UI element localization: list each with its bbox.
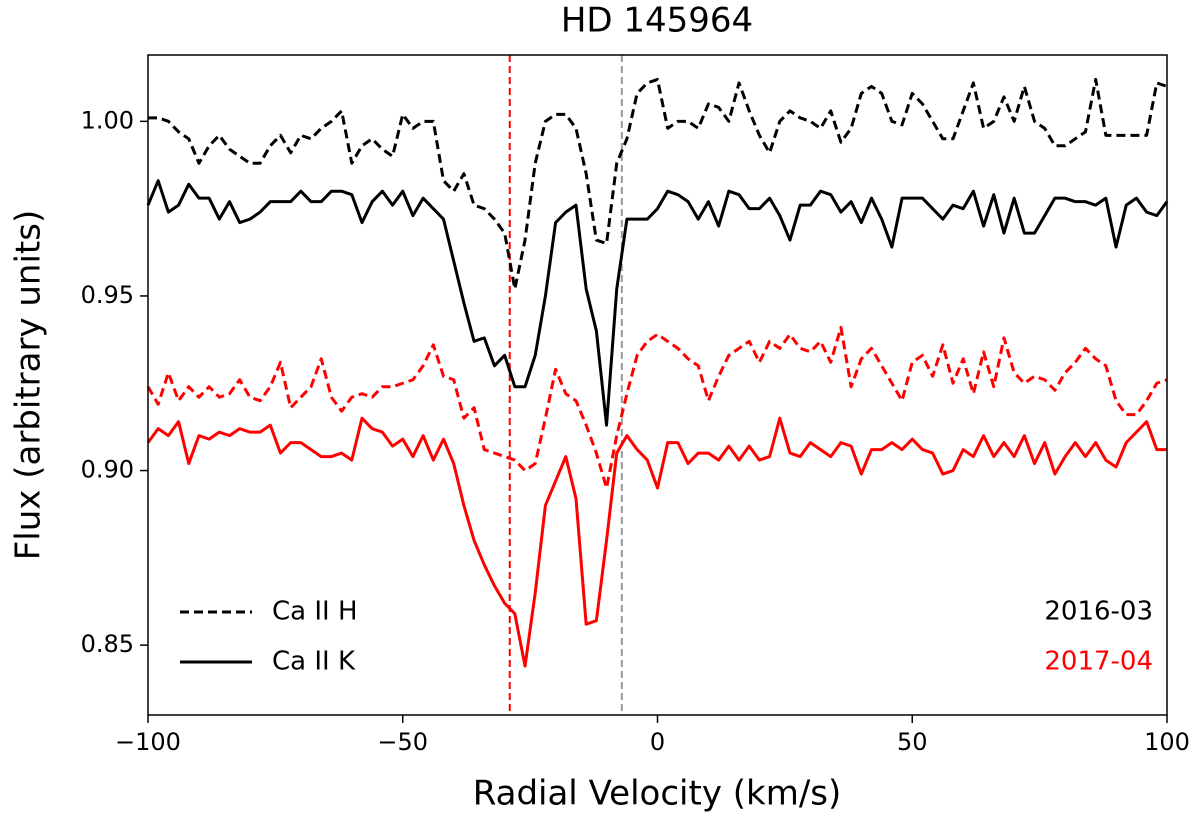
x-tick-label: −50 xyxy=(377,728,428,756)
x-tick-label: 100 xyxy=(1144,728,1190,756)
data-line xyxy=(146,325,1168,490)
y-tick-label: 0.95 xyxy=(81,281,134,309)
y-tick-label: 0.90 xyxy=(81,456,134,484)
legend-label: Ca II K xyxy=(272,647,356,677)
x-tick-label: −100 xyxy=(115,728,181,756)
chart-title: HD 145964 xyxy=(561,1,753,41)
y-tick-label: 1.00 xyxy=(81,106,134,134)
data-line xyxy=(146,416,1167,668)
y-axis-label: Flux (arbitrary units) xyxy=(9,210,49,561)
epoch-label: 2017-04 xyxy=(1044,647,1153,677)
epoch-label: 2016-03 xyxy=(1044,597,1153,627)
y-tick-label: 0.85 xyxy=(81,630,134,658)
plot-frame xyxy=(147,54,1168,716)
data-line xyxy=(146,179,1169,427)
x-tick-label: 50 xyxy=(897,728,928,756)
data-line xyxy=(148,77,1168,291)
x-axis-label: Radial Velocity (km/s) xyxy=(473,774,842,814)
x-tick-label: 0 xyxy=(650,728,665,756)
legend-label: Ca II H xyxy=(272,597,358,627)
